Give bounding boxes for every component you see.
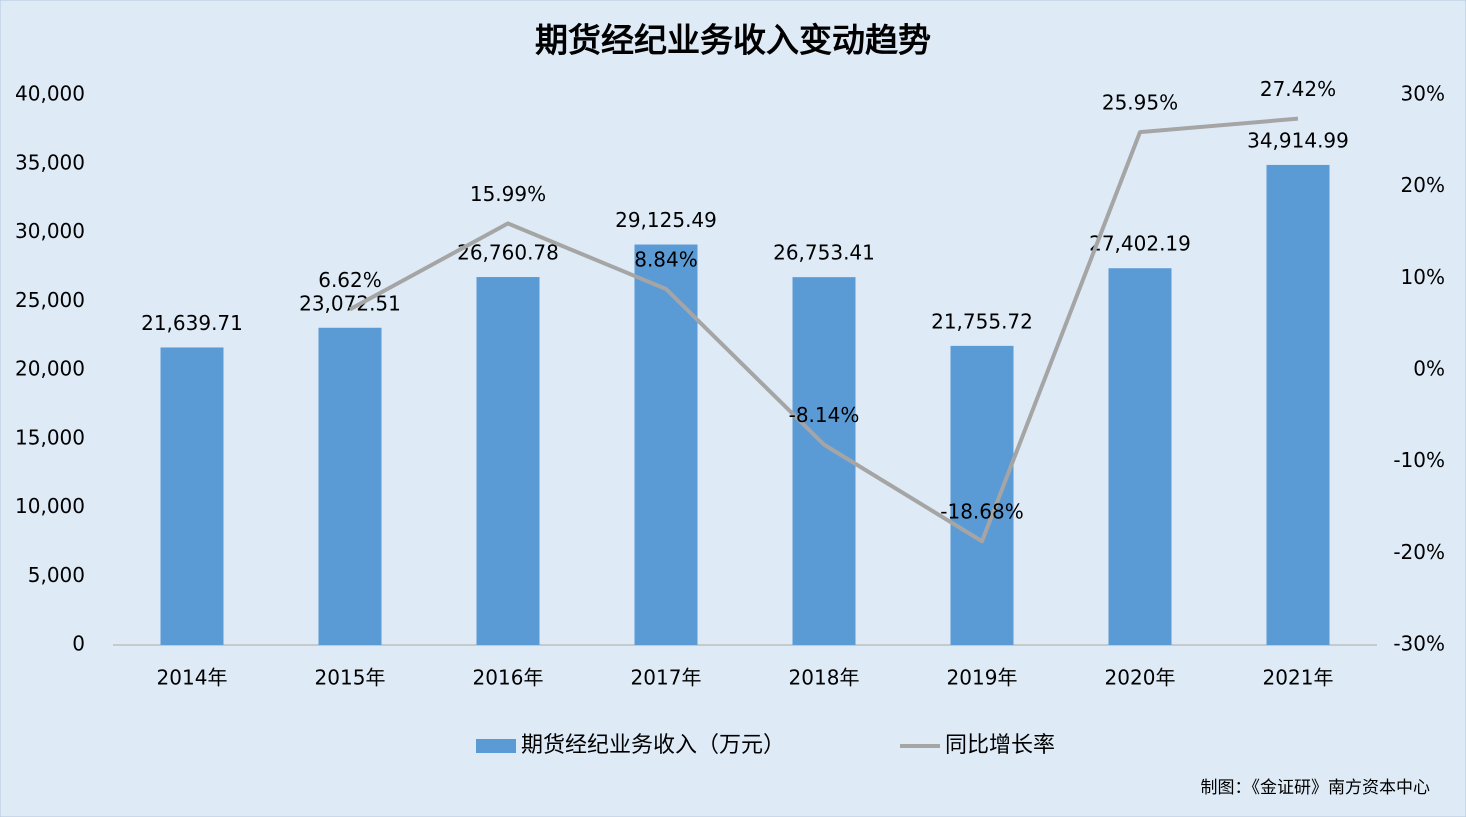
y-tick-label: 25,000 <box>15 288 85 312</box>
data-label: 34,914.99 <box>1247 128 1349 152</box>
bar <box>318 327 382 645</box>
y2-tick-label: 20% <box>1401 173 1445 197</box>
data-label: -18.68% <box>940 500 1023 524</box>
x-tick-label: 2020年 <box>1105 666 1176 690</box>
y2-tick-label: 10% <box>1401 265 1445 289</box>
legend-label: 同比增长率 <box>945 733 1055 758</box>
x-tick-label: 2017年 <box>631 666 702 690</box>
line <box>349 116 1299 544</box>
y2-tick-label: -10% <box>1393 448 1445 472</box>
legend-swatch <box>476 739 516 753</box>
y-tick-label: 15,000 <box>15 425 85 449</box>
bar <box>634 244 698 645</box>
x-tick-label: 2014年 <box>157 666 228 690</box>
y-tick-label: 0 <box>72 632 85 656</box>
bar <box>1108 268 1172 645</box>
y2-tick-label: -20% <box>1393 540 1445 564</box>
y-tick-label: 35,000 <box>15 150 85 174</box>
y-tick-label: 5,000 <box>28 563 85 587</box>
chart-title: 期货经纪业务收入变动趋势 <box>535 21 931 60</box>
source-note: 制图：《金证研》南方资本中心 <box>1201 778 1431 798</box>
data-label: 26,753.41 <box>773 241 875 265</box>
y-tick-label: 20,000 <box>15 357 85 381</box>
data-label: 27.42% <box>1260 77 1336 101</box>
bar <box>792 277 856 645</box>
data-label: 21,755.72 <box>931 309 1033 333</box>
data-label: 25.95% <box>1102 91 1178 115</box>
data-label: 21,639.71 <box>141 311 243 335</box>
bar <box>160 347 224 645</box>
x-tick-label: 2018年 <box>789 666 860 690</box>
x-tick-label: 2015年 <box>315 666 386 690</box>
data-label: 8.84% <box>634 247 698 271</box>
y2-tick-label: 0% <box>1413 357 1445 381</box>
data-label: -8.14% <box>789 403 860 427</box>
x-tick-label: 2019年 <box>947 666 1018 690</box>
data-label: 26,760.78 <box>457 241 559 265</box>
y2-tick-label: -30% <box>1393 632 1445 656</box>
x-tick-label: 2016年 <box>473 666 544 690</box>
data-label: 23,072.51 <box>299 291 401 315</box>
bar <box>950 345 1014 645</box>
y-tick-label: 30,000 <box>15 219 85 243</box>
data-label: 29,125.49 <box>615 208 717 232</box>
bar <box>1266 164 1330 645</box>
bar <box>476 277 540 645</box>
data-label: 15.99% <box>470 182 546 206</box>
data-label: 6.62% <box>318 268 382 292</box>
data-label: 27,402.19 <box>1089 232 1191 256</box>
legend-label: 期货经纪业务收入（万元） <box>521 733 785 758</box>
y-tick-label: 10,000 <box>15 494 85 518</box>
y-tick-label: 40,000 <box>15 82 85 106</box>
y2-tick-label: 30% <box>1401 82 1445 106</box>
x-tick-label: 2021年 <box>1263 666 1334 690</box>
